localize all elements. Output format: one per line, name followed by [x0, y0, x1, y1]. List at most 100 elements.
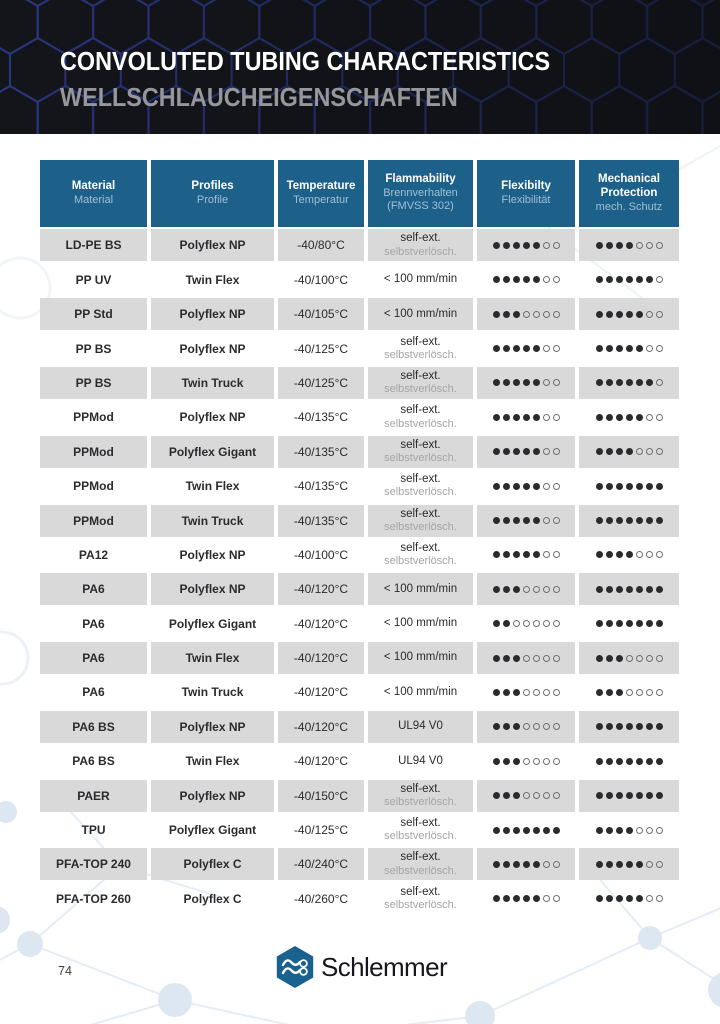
rating-dot [645, 276, 653, 284]
rating-dot [542, 585, 550, 593]
rating-dot [512, 860, 520, 868]
temperature-cell: -40/100°C [293, 272, 349, 287]
rating-dot [645, 757, 653, 765]
mechanical-protection-rating-cell [579, 539, 679, 571]
rating-dot [492, 860, 500, 868]
rating-dot [635, 276, 643, 284]
flammability-value: self-ext. [400, 473, 441, 486]
rating-dot [655, 620, 663, 628]
rating-dot [655, 379, 663, 387]
flexibility-rating-cell [477, 573, 575, 606]
mechanical-protection-rating [594, 379, 664, 387]
rating-dot [512, 723, 520, 731]
profile-cell: Twin Truck [151, 504, 274, 537]
rating-dot [595, 860, 603, 868]
rating-dot [605, 895, 613, 903]
material-cell: PPMod [40, 504, 147, 537]
profile-cell: Polyflex NP [179, 547, 246, 562]
rating-dot [605, 241, 613, 249]
rating-dot [512, 310, 520, 318]
page-subtitle-german: WELLSCHLAUCHEIGENSCHAFTEN [60, 82, 458, 112]
flammability-cell: self-ext. selbstverlösch. [368, 401, 473, 433]
rating-dot [605, 860, 613, 868]
temperature-cell: -40/125°C [278, 366, 364, 399]
rating-dot [655, 723, 663, 731]
mechanical-protection-rating-cell [579, 470, 679, 502]
flammability-value: self-ext. [400, 885, 441, 898]
flammability-value-german: selbstverlösch. [384, 520, 457, 533]
rating-dot [595, 585, 603, 593]
rating-dot [522, 792, 530, 800]
rating-dot [615, 276, 623, 284]
rating-dot [595, 757, 603, 765]
rating-dot [512, 792, 520, 800]
material-cell: PA12 [78, 547, 109, 562]
rating-dot [615, 792, 623, 800]
rating-dot [635, 241, 643, 249]
flexibility-rating-cell [477, 883, 575, 915]
flexibility-rating-cell [477, 539, 575, 571]
mechanical-protection-rating [594, 448, 664, 456]
flammability-value: self-ext. [400, 370, 441, 383]
rating-dot [532, 551, 540, 559]
rating-dot [542, 241, 550, 249]
material-cell: PPMod [73, 410, 114, 425]
rating-dot [595, 551, 603, 559]
rating-dot [542, 792, 550, 800]
rating-dot [492, 654, 500, 662]
rating-dot [635, 448, 643, 456]
flammability-cell: self-ext. selbstverlösch. [368, 435, 473, 468]
rating-dot [625, 241, 633, 249]
flammability-value: < 100 mm/min [383, 617, 458, 630]
column-header-secondary: Profile [196, 193, 229, 206]
flexibility-rating-cell [477, 470, 575, 502]
mechanical-protection-rating [594, 792, 664, 800]
rating-dot [502, 688, 510, 696]
rating-dot [635, 688, 643, 696]
rating-dot [605, 723, 613, 731]
material-cell: PA6 [82, 616, 105, 631]
temperature-cell: -40/120°C [278, 573, 364, 606]
flammability-cell: self-ext. selbstverlösch. [368, 470, 473, 502]
rating-dot [502, 826, 510, 834]
rating-dot [595, 654, 603, 662]
rating-dot [595, 688, 603, 696]
mechanical-protection-rating [594, 860, 664, 868]
rating-dot [605, 688, 613, 696]
temperature-cell: -40/135°C [293, 479, 349, 494]
rating-dot [502, 241, 510, 249]
rating-dot [532, 379, 540, 387]
flexibility-rating-cell [477, 745, 575, 777]
column-header-primary: Material [71, 180, 116, 192]
rating-dot [522, 551, 530, 559]
mechanical-protection-rating-cell [579, 333, 679, 365]
rating-dot [605, 585, 613, 593]
material-cell: PP BS [75, 341, 112, 356]
flammability-value-german: selbstverlösch. [384, 486, 457, 499]
profile-cell: Polyflex NP [151, 710, 274, 743]
rating-dot [502, 448, 510, 456]
rating-dot [625, 895, 633, 903]
flammability-value: self-ext. [400, 404, 441, 417]
rating-dot [552, 895, 560, 903]
rating-dot [542, 654, 550, 662]
rating-dot [522, 310, 530, 318]
flexibility-rating [491, 379, 561, 387]
profile-cell: Polyflex NP [179, 410, 246, 425]
profile-cell: Polyflex C [151, 848, 274, 881]
profile-cell: Polyflex C [183, 891, 242, 906]
rating-dot [492, 413, 500, 421]
rating-dot [502, 482, 510, 490]
mechanical-protection-rating-cell [579, 710, 679, 743]
rating-dot [552, 585, 560, 593]
temperature-cell: -40/120°C [278, 642, 364, 675]
rating-dot [635, 620, 643, 628]
rating-dot [542, 757, 550, 765]
rating-dot [522, 654, 530, 662]
material-cell: PPMod [40, 435, 147, 468]
rating-dot [635, 585, 643, 593]
column-header-primary: Mechanical [598, 173, 660, 186]
flexibility-rating-cell [477, 298, 575, 331]
rating-dot [522, 826, 530, 834]
rating-dot [502, 345, 510, 353]
